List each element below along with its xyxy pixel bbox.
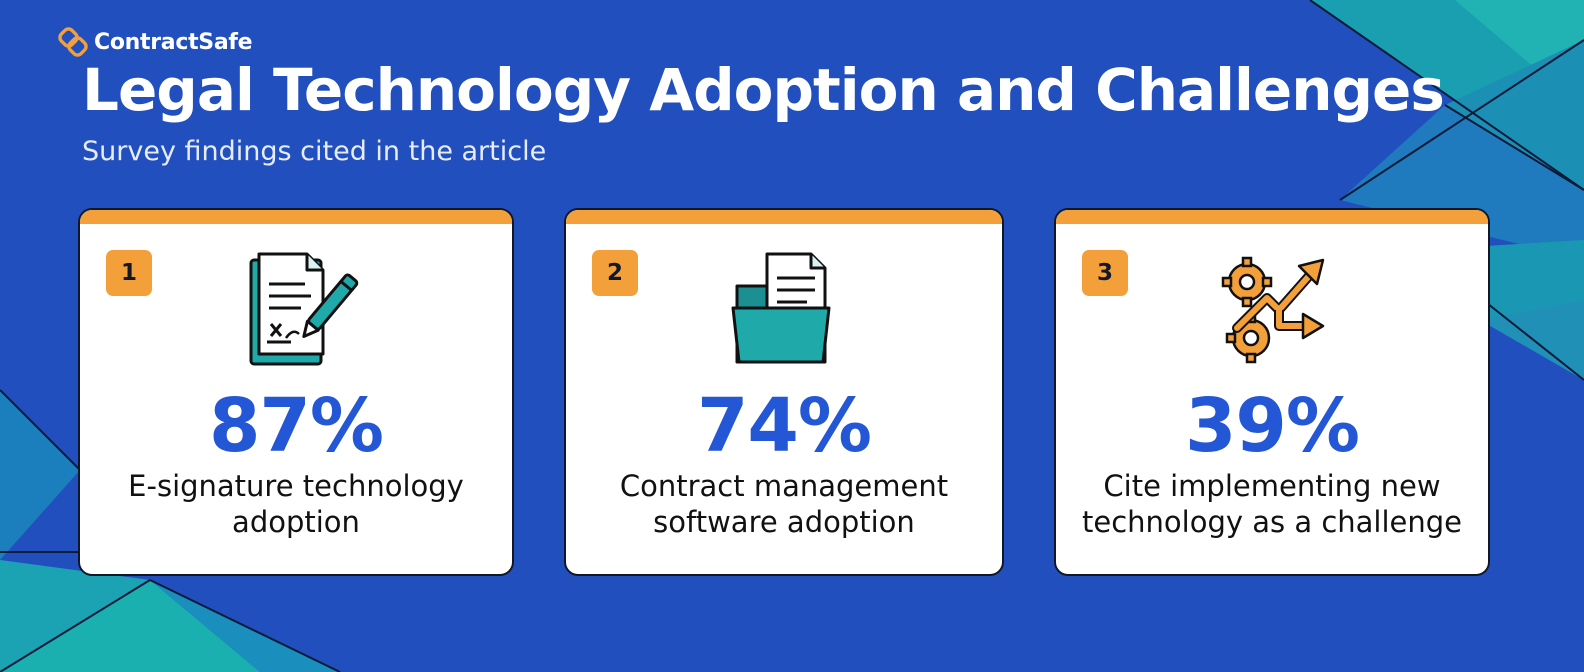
stat-label: Contract management software adoption: [619, 469, 949, 539]
brand-logo[interactable]: ContractSafe: [58, 27, 253, 57]
stat-label: Cite implementing new technology as a ch…: [1081, 469, 1463, 539]
card-accent-bar: [566, 210, 1002, 224]
stat-card-implementation-challenge: 3 39% Cite impl: [1054, 208, 1490, 576]
card-number-badge: 3: [1082, 250, 1128, 296]
page-title: Legal Technology Adoption and Challenges: [82, 56, 1445, 124]
stat-card-contract-management: 2 74% Contract management software adopt…: [564, 208, 1004, 576]
page-subtitle: Survey findings cited in the article: [82, 136, 547, 167]
card-accent-bar: [1056, 210, 1488, 224]
card-number-badge: 1: [106, 250, 152, 296]
brand-name: ContractSafe: [94, 29, 253, 55]
stat-value: 39%: [1184, 383, 1360, 469]
stat-value: 87%: [208, 383, 384, 469]
interlocked-links-logo-icon: [58, 27, 88, 57]
stat-label: E-signature technology adoption: [128, 469, 464, 539]
document-in-folder-icon: [719, 250, 849, 370]
gears-with-arrows-icon: [1207, 250, 1337, 370]
stat-card-esignature: 1 87% E-signature technology adoption: [78, 208, 514, 576]
stat-value: 74%: [696, 383, 872, 469]
card-accent-bar: [80, 210, 512, 224]
card-number-badge: 2: [592, 250, 638, 296]
signed-document-with-pen-icon: [231, 250, 361, 370]
